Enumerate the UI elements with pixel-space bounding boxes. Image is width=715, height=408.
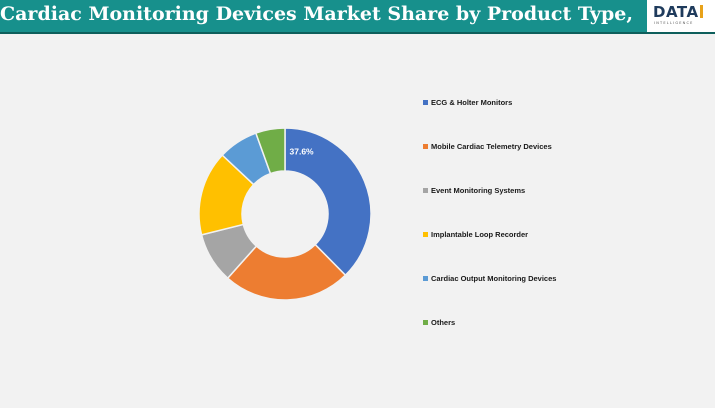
- logo-bar-icon: [700, 5, 703, 18]
- legend-swatch-icon: [423, 187, 428, 193]
- legend-label: ECG & Holter Monitors: [431, 98, 513, 107]
- legend-swatch-icon: [423, 231, 428, 237]
- legend-swatch-icon: [423, 319, 428, 325]
- legend-label: Others: [431, 318, 456, 327]
- title-banner: [0, 0, 715, 32]
- legend-item: Event Monitoring Systems: [423, 186, 525, 196]
- legend-label: Cardiac Output Monitoring Devices: [431, 274, 557, 283]
- legend-swatch-icon: [423, 275, 428, 281]
- legend-swatch-icon: [423, 143, 428, 149]
- legend-swatch-icon: [423, 99, 428, 105]
- legend-item: Others: [423, 318, 455, 328]
- legend-item: Mobile Cardiac Telemetry Devices: [423, 142, 552, 152]
- legend-label: Implantable Loop Recorder: [431, 230, 529, 239]
- legend-item: Implantable Loop Recorder: [423, 230, 528, 240]
- donut-slice: [226, 243, 347, 301]
- logo: [647, 0, 715, 32]
- donut-slice: [254, 127, 286, 175]
- logo-text: DATA: [653, 3, 699, 21]
- title-banner-rule: [0, 32, 715, 34]
- logo-subtext: INTELLIGENCE: [654, 21, 694, 25]
- chart-title: Cardiac Monitoring Devices Market Share …: [0, 3, 640, 25]
- legend-item: ECG & Holter Monitors: [423, 98, 512, 108]
- data-label: 37.6%: [290, 147, 315, 157]
- legend-item: Cardiac Output Monitoring Devices: [423, 274, 556, 284]
- donut-slice: [284, 127, 372, 277]
- legend-label: Event Monitoring Systems: [431, 186, 526, 195]
- legend-label: Mobile Cardiac Telemetry Devices: [431, 142, 552, 151]
